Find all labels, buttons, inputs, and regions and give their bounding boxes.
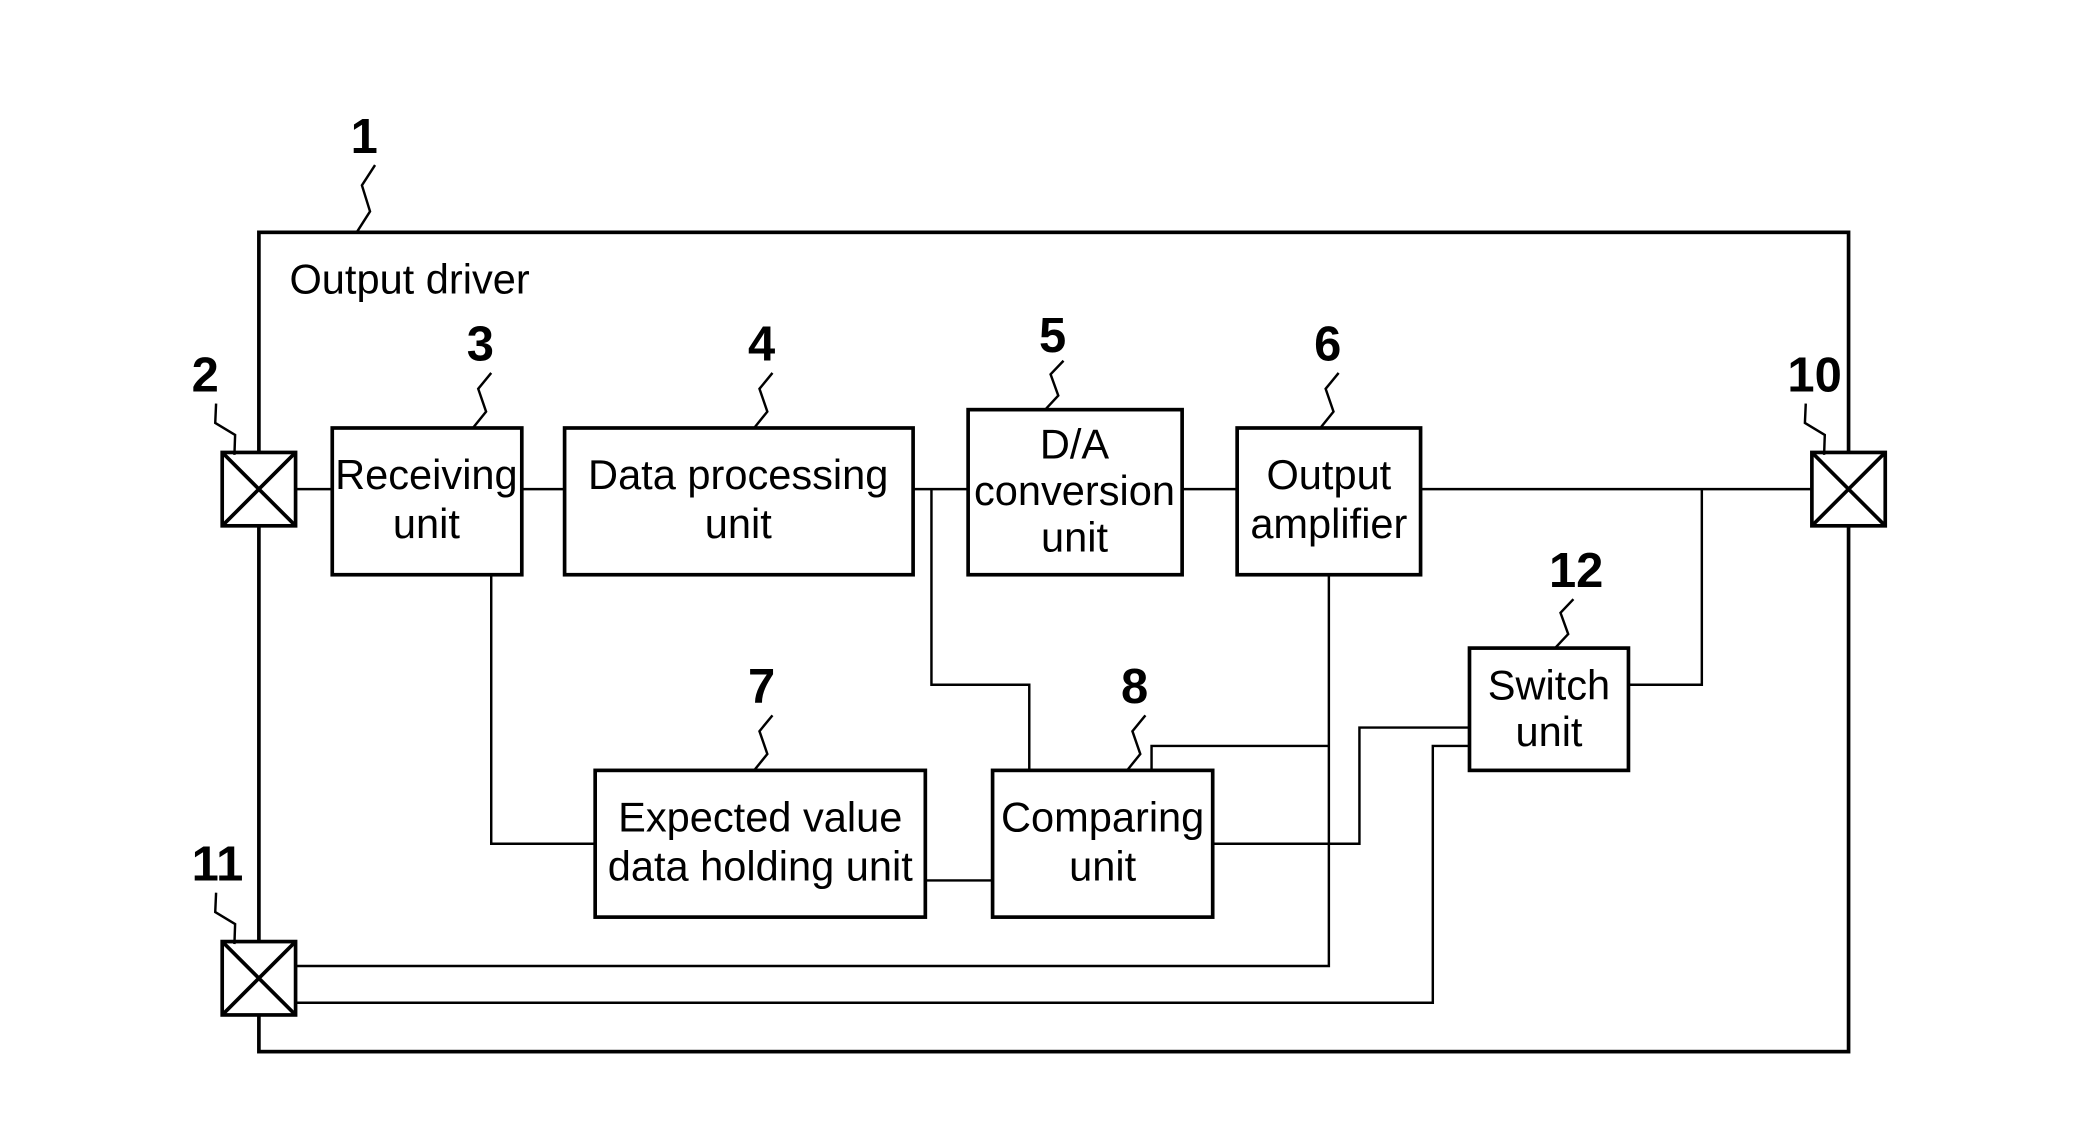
wire-comparing-to-ampline xyxy=(1152,746,1329,770)
ref-num-7: 7 xyxy=(748,660,775,714)
ref-leader-5 xyxy=(1045,361,1063,410)
ref-num-3: 3 xyxy=(467,318,494,372)
receiving-unit-line2: unit xyxy=(393,500,460,547)
data-processing-line2: unit xyxy=(705,500,772,547)
switch-line2: unit xyxy=(1515,708,1582,755)
ref-leader-3 xyxy=(473,373,491,428)
ref-num-12: 12 xyxy=(1549,544,1603,598)
da-line1: D/A xyxy=(1040,421,1110,468)
output-amplifier-block: Output amplifier xyxy=(1237,428,1420,575)
wire-switch-tap-out xyxy=(1628,489,1701,685)
ref-num-11: 11 xyxy=(192,837,244,891)
amp-line1: Output xyxy=(1266,451,1391,498)
da-conversion-block: D/A conversion unit xyxy=(968,410,1182,575)
amp-line2: amplifier xyxy=(1250,500,1407,547)
ref-leader-6 xyxy=(1320,373,1338,428)
wire-receiving-expected xyxy=(491,575,595,844)
ref-leader-11 xyxy=(215,893,235,944)
switch-line1: Switch xyxy=(1488,661,1610,708)
data-processing-block: Data processing unit xyxy=(565,428,914,575)
ref-leader-10 xyxy=(1805,404,1825,455)
ref-num-6: 6 xyxy=(1314,318,1341,372)
da-line3: unit xyxy=(1041,513,1108,560)
ref-num-8: 8 xyxy=(1121,660,1148,714)
expected-value-block: Expected value data holding unit xyxy=(595,770,925,917)
ref-num-10: 10 xyxy=(1787,348,1841,402)
diagram-title: Output driver xyxy=(289,255,529,302)
ref-leader-8 xyxy=(1127,715,1145,770)
comparing-line2: unit xyxy=(1069,842,1136,889)
pad-2 xyxy=(222,452,295,525)
comparing-line1: Comparing xyxy=(1001,794,1204,841)
ref-num-1: 1 xyxy=(351,110,378,164)
ref-num-5: 5 xyxy=(1039,309,1066,363)
da-line2: conversion xyxy=(974,467,1175,514)
ref-leader-1 xyxy=(357,165,375,232)
block-diagram-canvas: Output driver Receiving unit Data proces… xyxy=(0,0,2083,1125)
ref-leader-2 xyxy=(215,404,235,455)
ref-leader-4 xyxy=(754,373,772,428)
expected-line1: Expected value xyxy=(618,794,902,841)
ref-num-2: 2 xyxy=(192,348,219,402)
pad-11 xyxy=(222,942,295,1015)
receiving-unit-block: Receiving unit xyxy=(332,428,522,575)
pad-10 xyxy=(1812,452,1885,525)
data-processing-line1: Data processing xyxy=(588,451,888,498)
receiving-unit-line1: Receiving xyxy=(335,451,518,498)
switch-unit-block: Switch unit xyxy=(1469,648,1628,770)
ref-leader-7 xyxy=(754,715,772,770)
ref-leader-12 xyxy=(1555,599,1573,648)
comparing-unit-block: Comparing unit xyxy=(993,770,1213,917)
ref-num-4: 4 xyxy=(748,318,775,372)
expected-line2: data holding unit xyxy=(608,842,913,889)
